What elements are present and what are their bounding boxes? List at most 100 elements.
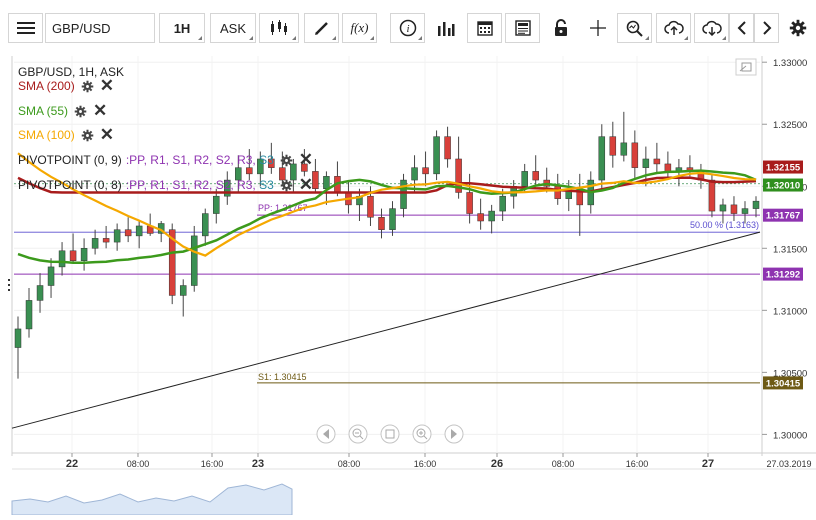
function-icon: f(x): [350, 20, 369, 35]
chart-type-button[interactable]: [259, 13, 299, 43]
pivot1-s3: S3: [259, 153, 274, 167]
pivot1-name: PIVOTPOINT (0, 9): [18, 153, 122, 167]
gear-icon[interactable]: [74, 105, 87, 118]
close-icon[interactable]: ✕: [298, 150, 314, 169]
price-label-layer: 1.32155 1.32010 1.31767 1.31292 1.30415: [763, 160, 803, 390]
menu-button[interactable]: [8, 13, 43, 43]
navigator-series[interactable]: [11, 483, 293, 516]
zoom-icon: [626, 20, 643, 37]
y-tick-label: 1.31000: [773, 306, 807, 317]
indicators-button[interactable]: f(x): [342, 13, 377, 43]
settings-button[interactable]: [783, 13, 813, 43]
news-button[interactable]: [505, 13, 540, 43]
candlestick-type-icon: [271, 20, 287, 35]
chart-canvas[interactable]: PP: 1.31767 S1: 1.30415 50.00 % (1.3163) 1…: [0, 56, 816, 516]
legend-pivot-2[interactable]: PIVOTPOINT (0, 8) : PP, R1, S1, R2, S2, …: [18, 175, 314, 194]
candle-body: [444, 136, 451, 160]
price-label-box: [763, 178, 803, 192]
gear-icon[interactable]: [280, 179, 293, 192]
close-icon[interactable]: ✕: [93, 101, 108, 120]
candle-body: [168, 229, 176, 296]
x-tick-label: 23: [252, 458, 264, 470]
y-tick-label: 1.30000: [773, 430, 807, 441]
legend-pivot-1[interactable]: PIVOTPOINT (0, 9) : PP, R1, S1, R2, S2, …: [18, 150, 314, 169]
grid-layer: [14, 56, 760, 453]
zoom-in-icon: [416, 428, 426, 438]
download-button[interactable]: [694, 13, 729, 43]
sma55-line: [17, 169, 757, 265]
x-tick-label: 16:00: [414, 459, 437, 469]
draw-button[interactable]: [304, 13, 339, 43]
panel-drag-handle[interactable]: [8, 279, 10, 291]
info-button[interactable]: i: [390, 13, 425, 43]
y-tick-label: 1.30500: [773, 368, 807, 379]
chevron-right-icon: [762, 21, 771, 35]
candle-body: [554, 186, 561, 199]
lock-button[interactable]: [543, 13, 578, 43]
scroll-right-button[interactable]: [444, 424, 464, 444]
x-tick-label: 26: [491, 458, 503, 470]
candle-body: [488, 210, 495, 222]
legend-sma55[interactable]: SMA (55) ✕: [18, 101, 108, 120]
scroll-back-button[interactable]: [729, 13, 754, 43]
price-type-select[interactable]: ASK: [210, 13, 256, 43]
x-tick-label: 08:00: [552, 459, 575, 469]
calendar-button[interactable]: [467, 13, 502, 43]
x-tick-label: 08:00: [127, 459, 150, 469]
symbol-input[interactable]: GBP/USD: [45, 13, 155, 43]
pivot2-pp: PP,: [129, 178, 147, 192]
gear-icon[interactable]: [280, 154, 293, 167]
candle-body: [47, 266, 55, 286]
close-icon[interactable]: ✕: [99, 76, 114, 95]
candle-body: [433, 136, 440, 175]
candle-body: [752, 200, 760, 209]
price-chart[interactable]: PP: 1.31767 S1: 1.30415 50.00 % (1.3163) 1…: [0, 56, 816, 516]
price-label-text: 1.31767: [766, 211, 800, 222]
pivot2-r1: R1,: [150, 178, 169, 192]
calendar-icon: [476, 21, 493, 36]
gear-icon: [789, 19, 807, 37]
candle-body: [455, 158, 462, 193]
upload-button[interactable]: [656, 13, 691, 43]
legend-sma100[interactable]: SMA (100) ✕: [18, 125, 114, 144]
candle-body: [323, 176, 330, 189]
chart-nav-controls: [316, 424, 464, 444]
legend-sma200[interactable]: SMA (200) ✕: [18, 76, 114, 95]
zoom-out-icon: [352, 428, 362, 438]
candle-body: [69, 250, 77, 261]
price-type-value: ASK: [219, 20, 246, 36]
close-icon[interactable]: ✕: [298, 175, 314, 194]
timeframe-select[interactable]: 1H: [159, 13, 205, 43]
scroll-forward-button[interactable]: [754, 13, 779, 43]
zoom-button[interactable]: [617, 13, 652, 43]
candle-body: [653, 158, 661, 165]
x-tick-label: 27: [702, 458, 714, 470]
candle-body: [58, 250, 66, 268]
pivot1-r3: R3,: [237, 153, 256, 167]
candle-body: [598, 136, 606, 181]
gear-icon[interactable]: [81, 129, 94, 142]
candle-body: [179, 285, 187, 296]
candle-body: [279, 167, 286, 181]
zoom-out-button[interactable]: [348, 424, 368, 444]
sma100-label: SMA (100): [18, 128, 75, 142]
maximize-icon[interactable]: [735, 58, 757, 76]
sma100-line: [17, 152, 757, 257]
candle-body: [268, 158, 275, 168]
zoom-in-button[interactable]: [412, 424, 432, 444]
fit-button[interactable]: [380, 424, 400, 444]
scroll-left-button[interactable]: [316, 424, 336, 444]
candle-body: [290, 163, 297, 181]
volume-button[interactable]: [428, 13, 463, 43]
close-icon[interactable]: ✕: [99, 125, 114, 144]
crosshair-button[interactable]: [580, 13, 615, 43]
candle-body: [14, 328, 22, 348]
x-tick-label: 08:00: [338, 459, 361, 469]
price-label-text: 1.32155: [766, 163, 801, 174]
x-tick-label: 16:00: [626, 459, 649, 469]
gear-icon[interactable]: [81, 80, 94, 93]
candle-body: [730, 204, 738, 214]
chevron-left-icon: [737, 21, 746, 35]
arrow-left-icon: [323, 429, 329, 439]
x-tick-label: 16:00: [201, 459, 224, 469]
